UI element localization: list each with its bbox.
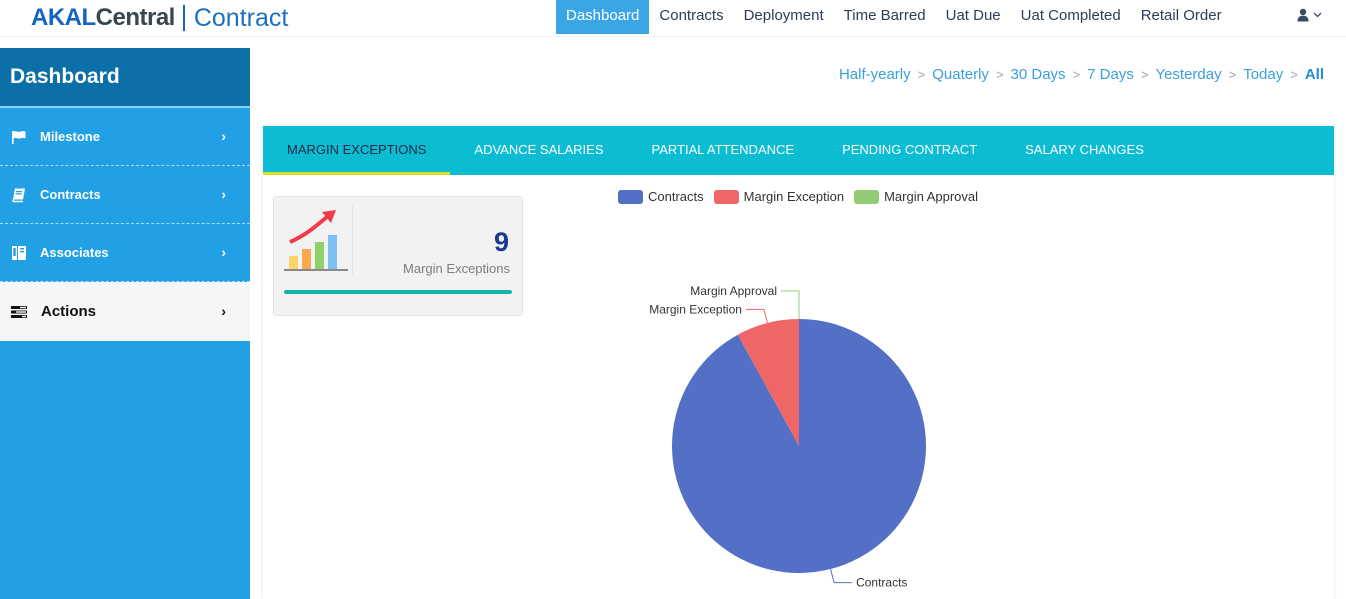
nav-uat-due[interactable]: Uat Due <box>945 7 1001 24</box>
legend-label: Margin Exception <box>743 189 845 204</box>
sidebar-item-label: Actions <box>41 303 97 320</box>
pie-label: Margin Exception <box>649 302 742 316</box>
summary-card[interactable]: 9 Margin Exceptions <box>273 196 523 316</box>
logo-divider <box>182 5 185 31</box>
summary-value: 9 <box>493 227 509 257</box>
date-filter-breadcrumb: Half-yearly > Quaterly > 30 Days > 7 Day… <box>839 66 1324 83</box>
filter-quaterly[interactable]: Quaterly <box>932 66 989 83</box>
chevron-right-icon: > <box>1290 67 1298 82</box>
sidebar-item-milestone[interactable]: Milestone › <box>0 108 250 166</box>
growth-chart-icon <box>282 206 353 274</box>
nav-dashboard[interactable]: Dashboard <box>556 0 650 34</box>
chart-legend: Contracts Margin Exception Margin Approv… <box>618 189 988 204</box>
pie-label-line <box>781 290 800 319</box>
filter-yesterday[interactable]: Yesterday <box>1155 66 1222 83</box>
tab-pending-contract[interactable]: PENDING CONTRACT <box>842 142 978 157</box>
chevron-right-icon: > <box>917 67 926 82</box>
chevron-right-icon: › <box>221 243 226 260</box>
sidebar-item-label: Milestone <box>40 129 100 144</box>
nav-uat-completed[interactable]: Uat Completed <box>1020 7 1121 24</box>
logo-central: Central <box>95 4 176 31</box>
pie-label-line <box>830 568 853 584</box>
tab-margin-exceptions[interactable]: MARGIN EXCEPTIONS <box>263 126 451 175</box>
top-nav: Dashboard Contracts Deployment Time Barr… <box>556 0 1232 34</box>
sidebar-item-contracts[interactable]: Contracts › <box>0 166 250 224</box>
tab-salary-changes[interactable]: SALARY CHANGES <box>1025 142 1144 157</box>
tab-advance-salaries[interactable]: ADVANCE SALARIES <box>474 142 604 157</box>
nav-retail-order[interactable]: Retail Order <box>1140 7 1222 24</box>
pie-label-line <box>745 308 768 324</box>
summary-progress-bar <box>284 290 512 294</box>
sidebar-item-actions[interactable]: Actions › <box>0 282 250 341</box>
pie-label: Margin Approval <box>690 284 777 298</box>
pie-label: Contracts <box>856 576 907 590</box>
user-menu[interactable] <box>1297 8 1322 22</box>
book-icon <box>11 187 27 203</box>
sidebar: Dashboard Milestone › Contracts › Associ… <box>0 48 250 599</box>
nav-time-barred[interactable]: Time Barred <box>843 7 926 24</box>
chevron-right-icon: › <box>221 185 226 202</box>
pie-slice-margin-exception[interactable] <box>737 319 799 446</box>
tab-bar: MARGIN EXCEPTIONS ADVANCE SALARIES PARTI… <box>263 126 1334 175</box>
nav-contracts[interactable]: Contracts <box>659 7 724 24</box>
top-bar: AKAL Central Contract Dashboard Contract… <box>0 0 1346 37</box>
sidebar-item-associates[interactable]: Associates › <box>0 224 250 282</box>
tab-partial-attendance[interactable]: PARTIAL ATTENDANCE <box>651 142 795 157</box>
chevron-down-icon <box>1313 12 1322 18</box>
legend-item-contracts[interactable]: Contracts <box>618 189 704 204</box>
summary-label: Margin Exceptions <box>403 261 510 276</box>
legend-item-margin-exception[interactable]: Margin Exception <box>713 189 845 204</box>
flag-icon <box>11 129 27 145</box>
chevron-right-icon: > <box>1228 67 1237 82</box>
app-logo[interactable]: AKAL Central Contract <box>31 3 288 33</box>
sidebar-title: Dashboard <box>0 48 250 108</box>
chevron-right-icon: > <box>1072 67 1081 82</box>
filter-all[interactable]: All <box>1304 66 1324 83</box>
id-card-icon <box>11 245 27 261</box>
filter-today[interactable]: Today <box>1243 66 1284 83</box>
legend-label: Contracts <box>648 189 704 204</box>
legend-label: Margin Approval <box>884 189 979 204</box>
chevron-right-icon: > <box>1140 67 1149 82</box>
legend-swatch <box>618 189 643 204</box>
filter-7-days[interactable]: 7 Days <box>1087 66 1134 83</box>
user-icon <box>1297 8 1309 22</box>
filter-30-days[interactable]: 30 Days <box>1010 66 1066 83</box>
logo-akal: AKAL <box>31 4 96 31</box>
legend-swatch <box>713 189 739 204</box>
nav-deployment[interactable]: Deployment <box>743 7 824 24</box>
dashboard-panel: MARGIN EXCEPTIONS ADVANCE SALARIES PARTI… <box>263 126 1334 599</box>
tasks-icon <box>11 304 27 320</box>
legend-item-margin-approval[interactable]: Margin Approval <box>854 189 978 204</box>
pie-chart: Contracts Margin Exception Margin Approval <box>649 284 926 590</box>
chevron-right-icon: › <box>221 127 226 144</box>
legend-swatch <box>854 189 880 204</box>
chevron-right-icon: > <box>995 67 1004 82</box>
filter-half-yearly[interactable]: Half-yearly <box>838 66 911 83</box>
sidebar-item-label: Contracts <box>40 187 101 202</box>
chevron-right-icon: › <box>221 302 226 319</box>
logo-product: Contract <box>193 3 289 32</box>
sidebar-item-label: Associates <box>40 245 109 260</box>
